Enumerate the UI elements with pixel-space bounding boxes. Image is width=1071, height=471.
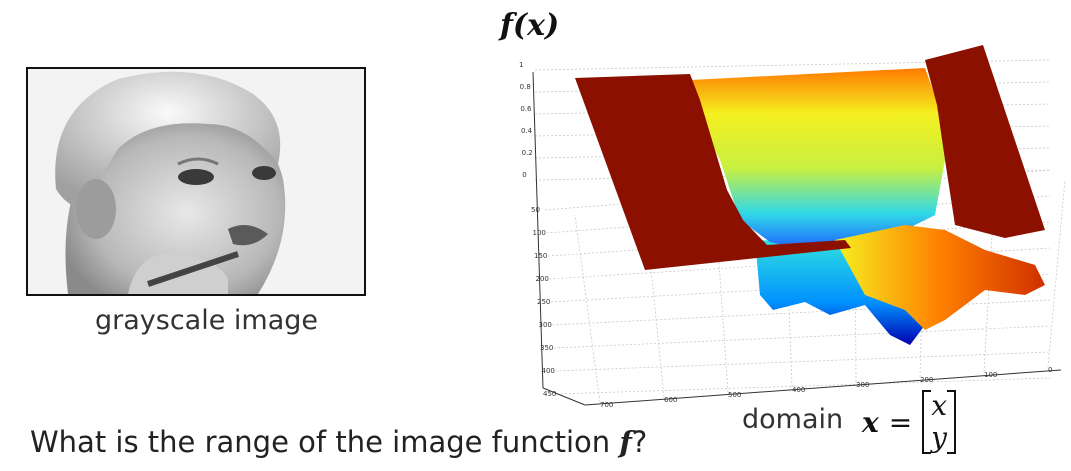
x-tick-label: 200 bbox=[920, 376, 933, 384]
z-tick-label: 0.6 bbox=[520, 105, 532, 113]
surface-plot: 1 0.8 0.6 0.4 0.2 0 50 100 150 200 250 300 350 400 45… bbox=[519, 45, 1066, 409]
question-symbol: f bbox=[619, 425, 632, 459]
z-tick-label: 0 bbox=[522, 171, 526, 179]
x-axis-ticks: 700 600 500 400 300 200 100 0 bbox=[600, 366, 1052, 409]
x-tick-label: 300 bbox=[856, 381, 869, 389]
vector-component-y: y bbox=[931, 421, 947, 454]
y-tick-label: 450 bbox=[543, 390, 556, 398]
question-prefix: What is the range of the image function bbox=[30, 425, 620, 459]
equals-sign: = bbox=[888, 405, 913, 439]
x-tick-label: 400 bbox=[792, 386, 805, 394]
domain-equation: x = x y bbox=[862, 384, 956, 460]
z-tick-label: 0.2 bbox=[522, 149, 533, 157]
y-tick-label: 350 bbox=[540, 344, 553, 352]
x-axis-line bbox=[584, 369, 1062, 406]
x-tick-label: 700 bbox=[600, 401, 613, 409]
z-axis-line bbox=[532, 71, 544, 389]
y-axis-ticks: 50 100 150 200 250 300 350 400 450 bbox=[531, 206, 556, 398]
z-tick-label: 0.8 bbox=[520, 83, 531, 91]
y-tick-label: 250 bbox=[537, 298, 550, 306]
plateau-left bbox=[575, 74, 851, 270]
child-portrait-illustration bbox=[28, 69, 364, 294]
surface-right-region bbox=[835, 225, 1045, 330]
z-tick-label: 0.4 bbox=[521, 127, 533, 135]
y-tick-label: 100 bbox=[533, 229, 546, 237]
column-vector: x y bbox=[922, 390, 956, 454]
y-tick-label: 300 bbox=[539, 321, 552, 329]
plateau-right bbox=[925, 45, 1045, 238]
grayscale-photo bbox=[26, 67, 366, 296]
x-tick-label: 600 bbox=[664, 396, 677, 404]
domain-label: domain bbox=[742, 404, 844, 435]
z-tick-label: 1 bbox=[519, 61, 523, 69]
y-tick-label: 150 bbox=[534, 252, 547, 260]
y-tick-label: 50 bbox=[531, 206, 540, 214]
vector-component-x: x bbox=[931, 389, 947, 422]
question-suffix: ? bbox=[631, 425, 648, 459]
z-axis-ticks: 1 0.8 0.6 0.4 0.2 0 bbox=[519, 61, 533, 179]
domain-variable: x bbox=[862, 405, 879, 439]
plot-title: f(x) bbox=[500, 8, 560, 43]
y-tick-label: 400 bbox=[542, 367, 555, 375]
surface-main bbox=[690, 68, 945, 250]
x-tick-label: 100 bbox=[984, 371, 997, 379]
x-tick-label: 0 bbox=[1048, 366, 1052, 374]
image-caption: grayscale image bbox=[95, 305, 319, 336]
question-text: What is the range of the image function … bbox=[30, 425, 647, 459]
y-axis-line-base bbox=[542, 387, 586, 406]
x-tick-label: 500 bbox=[728, 391, 741, 399]
y-tick-label: 200 bbox=[536, 275, 549, 283]
